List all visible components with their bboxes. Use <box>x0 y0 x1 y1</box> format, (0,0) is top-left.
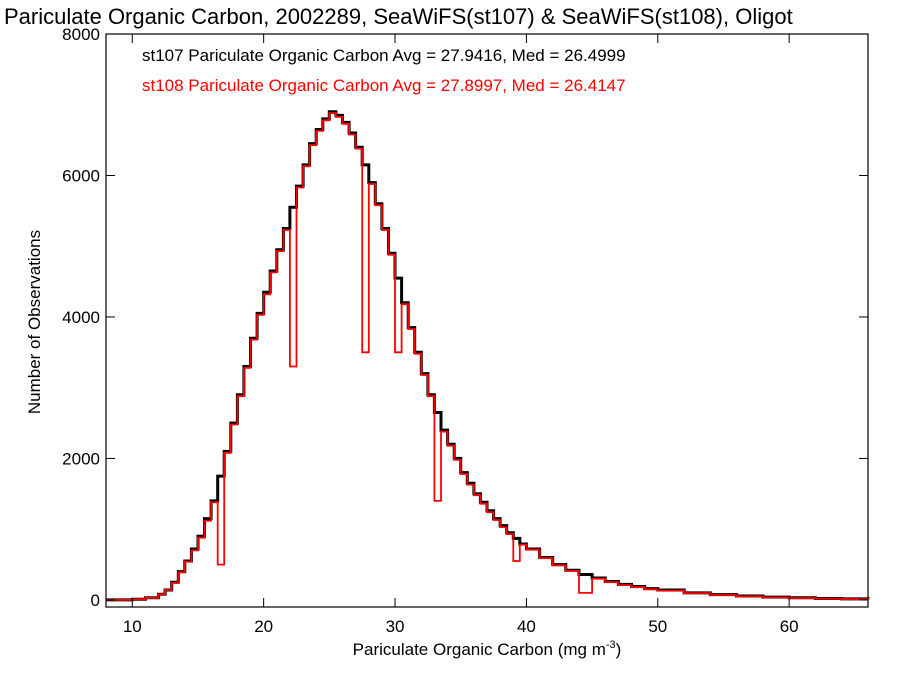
x-tick-label: 50 <box>648 617 667 636</box>
series-line-st108 <box>106 112 869 601</box>
y-tick-label: 6000 <box>62 166 100 185</box>
legend-entry-st107: st107 Pariculate Organic Carbon Avg = 27… <box>142 46 626 65</box>
plot-frame <box>105 33 869 608</box>
x-axis-label-superscript: -3 <box>606 639 616 651</box>
y-tick-label: 8000 <box>62 25 100 44</box>
x-axis-label-close: ) <box>616 640 622 659</box>
x-axis-ticks: 10 20 30 40 50 60 <box>123 34 799 636</box>
legend-entry-st108: st108 Pariculate Organic Carbon Avg = 27… <box>142 76 626 95</box>
y-axis-ticks: 0 2000 4000 6000 8000 <box>62 25 868 610</box>
x-tick-label: 60 <box>780 617 799 636</box>
y-axis-label: Number of Observations <box>25 230 44 414</box>
x-tick-label: 40 <box>517 617 536 636</box>
y-tick-label: 2000 <box>62 449 100 468</box>
y-tick-label: 4000 <box>62 308 100 327</box>
x-tick-label: 20 <box>254 617 273 636</box>
x-axis-label: Pariculate Organic Carbon (mg m-3) <box>353 639 622 659</box>
plot-border <box>105 33 869 608</box>
chart-title: Pariculate Organic Carbon, 2002289, SeaW… <box>4 4 793 29</box>
y-tick-label: 0 <box>91 591 100 610</box>
series-layer <box>106 110 870 602</box>
series-line-st107 <box>106 110 870 602</box>
x-tick-label: 10 <box>123 617 142 636</box>
x-tick-label: 30 <box>386 617 405 636</box>
